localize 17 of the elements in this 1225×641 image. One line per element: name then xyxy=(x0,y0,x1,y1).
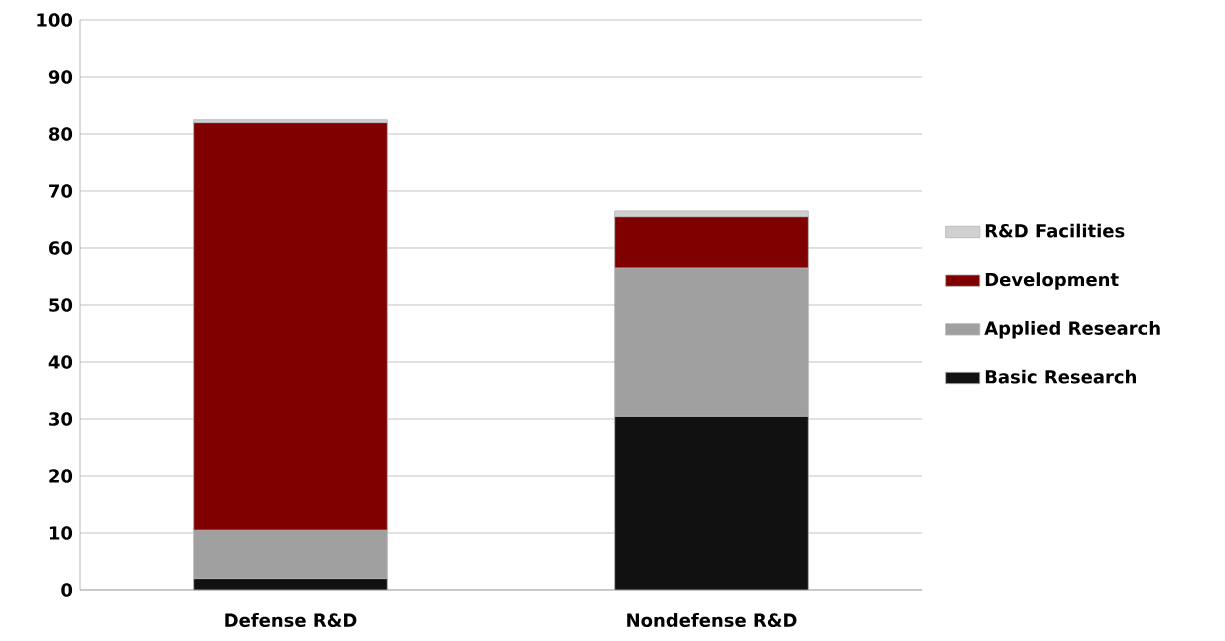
y-tick-label: 10 xyxy=(49,526,73,540)
y-tick-label: 90 xyxy=(48,70,73,84)
legend-label: R&D Facilities xyxy=(985,223,1125,238)
y-tick-label: 30 xyxy=(49,412,73,426)
x-tick-label: Nondefense R&D xyxy=(627,613,797,627)
y-tick-label: 50 xyxy=(49,298,73,312)
y-tick-label: 80 xyxy=(48,127,73,141)
legend-label: Applied Research xyxy=(984,320,1160,339)
y-tick-label: 100 xyxy=(37,13,73,27)
y-tick-label: 0 xyxy=(61,583,73,597)
legend-label: Basic Research xyxy=(985,369,1136,384)
legend-label: Development xyxy=(985,272,1119,290)
y-tick-label: 60 xyxy=(49,241,73,255)
y-tick-label: 40 xyxy=(48,355,73,369)
y-tick-label: 70 xyxy=(49,184,73,198)
y-tick-label: 20 xyxy=(49,469,73,483)
x-tick-label: Defense R&D xyxy=(225,613,357,627)
